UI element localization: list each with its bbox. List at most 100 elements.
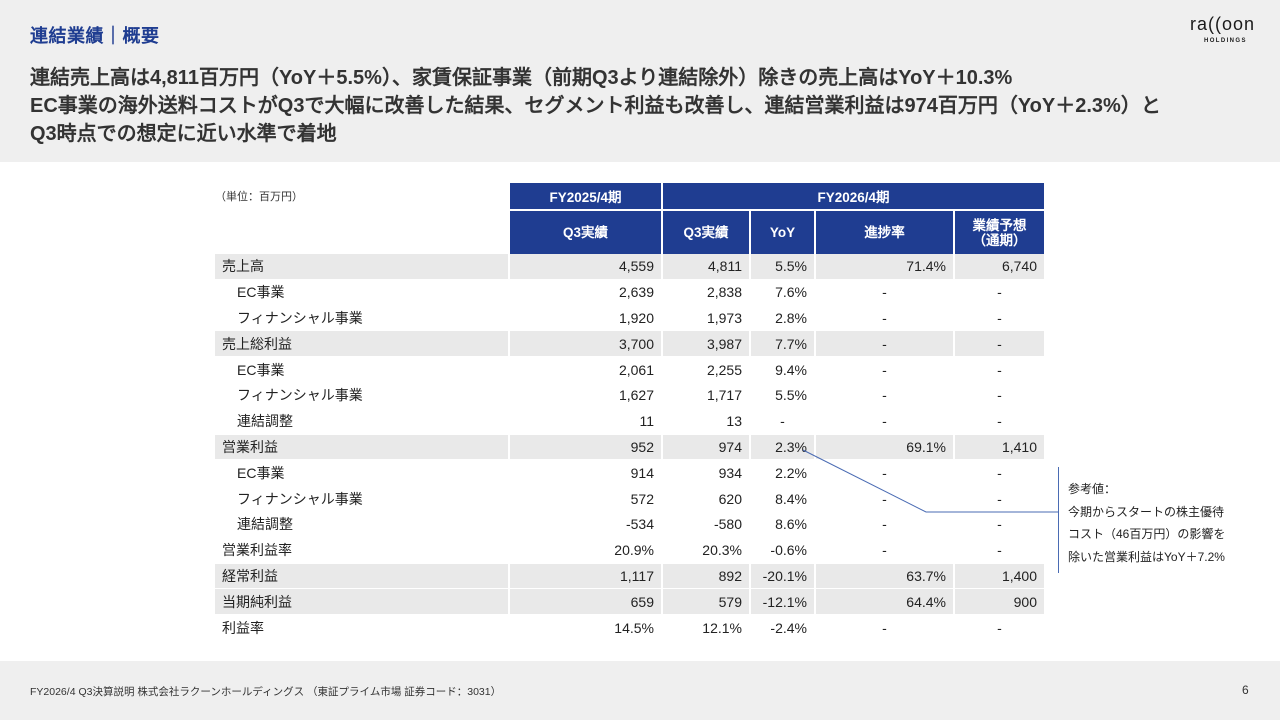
headline-line-3: Q3時点での想定に近い水準で着地 [30, 123, 337, 145]
cell-prev: 11 [508, 408, 661, 435]
header-blank-2 [215, 209, 508, 254]
cell-progress: - [814, 486, 953, 512]
cell-yoy: -0.6% [749, 537, 814, 564]
cell-progress: - [814, 615, 953, 641]
row-label: 連結調整 [215, 512, 508, 538]
cell-forecast: - [953, 537, 1044, 564]
col-forecast-line-2: （通期） [972, 232, 1027, 248]
cell-yoy: 2.2% [749, 460, 814, 487]
table-row: 営業利益率 20.9% 20.3% -0.6% - - [215, 537, 1044, 564]
row-label: 連結調整 [215, 409, 508, 435]
cell-curr: 579 [661, 589, 749, 616]
cell-prev: 914 [508, 460, 661, 487]
logo-text: ra((oon [1190, 14, 1256, 34]
cell-curr: 934 [661, 460, 749, 487]
logo-subtitle: HOLDINGS [1204, 38, 1247, 44]
table-row: 当期純利益 659 579 -12.1% 64.4% 900 [215, 589, 1044, 616]
cell-progress: 63.7% [814, 563, 953, 590]
cell-curr: -580 [661, 511, 749, 538]
row-label: 経常利益 [215, 563, 508, 590]
cell-forecast: - [953, 615, 1044, 641]
cell-progress: - [814, 305, 953, 332]
cell-prev: 4,559 [508, 254, 661, 280]
table-row: フィナンシャル事業 572 620 8.4% - - [215, 486, 1044, 512]
cell-yoy: 9.4% [749, 357, 814, 383]
row-label: フィナンシャル事業 [215, 306, 508, 332]
cell-prev: 659 [508, 589, 661, 616]
callout-line-2: 今期からスタートの株主優待 [1068, 504, 1225, 519]
callout-line-3: コスト（46百万円）の影響を [1068, 527, 1226, 541]
cell-prev: 3,700 [508, 331, 661, 358]
cell-prev: 1,920 [508, 305, 661, 332]
section-title: 連結業績｜概要 [30, 26, 160, 46]
row-label: EC事業 [215, 280, 508, 306]
cell-curr: 2,255 [661, 357, 749, 383]
cell-progress: - [814, 279, 953, 306]
table-row: フィナンシャル事業 1,627 1,717 5.5% - - [215, 382, 1044, 409]
cell-curr: 2,838 [661, 279, 749, 306]
callout-line-4: 除いた営業利益はYoY＋7.2% [1068, 549, 1225, 564]
row-label: EC事業 [215, 460, 508, 487]
col-curr-q3: Q3実績 [661, 209, 749, 254]
cell-yoy: 5.5% [749, 382, 814, 409]
row-label: EC事業 [215, 357, 508, 383]
cell-forecast: - [953, 279, 1044, 306]
callout-note: 参考値： 今期からスタートの株主優待 コスト（46百万円）の影響を 除いた営業利… [1068, 478, 1225, 568]
cell-forecast: - [953, 331, 1044, 358]
cell-prev: 572 [508, 486, 661, 512]
cell-forecast: - [953, 357, 1044, 383]
table-row: 利益率 14.5% 12.1% -2.4% - - [215, 615, 1044, 641]
row-label: 利益率 [215, 615, 508, 641]
cell-forecast: 1,400 [953, 563, 1044, 590]
cell-yoy: 7.7% [749, 331, 814, 358]
cell-yoy: 2.8% [749, 305, 814, 332]
cell-forecast: - [953, 486, 1044, 512]
table-row: フィナンシャル事業 1,920 1,973 2.8% - - [215, 305, 1044, 332]
cell-yoy: - [749, 408, 814, 435]
cell-prev: 1,117 [508, 563, 661, 590]
cell-forecast: - [953, 460, 1044, 487]
cell-progress: - [814, 511, 953, 538]
cell-curr: 12.1% [661, 615, 749, 641]
row-label: 売上総利益 [215, 331, 508, 358]
cell-prev: 2,061 [508, 357, 661, 383]
cell-prev: 20.9% [508, 537, 661, 564]
cell-curr: 20.3% [661, 537, 749, 564]
cell-curr: 974 [661, 434, 749, 461]
cell-yoy: -20.1% [749, 563, 814, 590]
callout-line-1: 参考値： [1068, 482, 1117, 496]
header-blank [215, 183, 508, 209]
cell-prev: 952 [508, 434, 661, 461]
row-label: 営業利益率 [215, 538, 508, 564]
cell-curr: 13 [661, 408, 749, 435]
cell-yoy: 8.6% [749, 511, 814, 538]
header-band [0, 0, 1280, 162]
cell-progress: - [814, 460, 953, 487]
table-row: EC事業 2,061 2,255 9.4% - - [215, 357, 1044, 383]
footer-band [0, 661, 1280, 720]
cell-yoy: 7.6% [749, 279, 814, 306]
col-progress: 進捗率 [814, 209, 953, 254]
callout-bar [1058, 467, 1059, 573]
row-label: 営業利益 [215, 434, 508, 461]
row-label: 売上高 [215, 254, 508, 280]
table-row: 売上総利益 3,700 3,987 7.7% - - [215, 331, 1044, 358]
cell-yoy: -12.1% [749, 589, 814, 616]
headline-line-1: 連結売上高は4,811百万円（YoY＋5.5%）、家賃保証事業（前期Q3より連結… [30, 67, 1013, 89]
cell-prev: 2,639 [508, 279, 661, 306]
table-row: 売上高 4,559 4,811 5.5% 71.4% 6,740 [215, 254, 1044, 280]
row-label: フィナンシャル事業 [215, 383, 508, 409]
unit-label: （単位：百万円） [215, 191, 303, 203]
row-label: フィナンシャル事業 [215, 486, 508, 512]
cell-curr: 620 [661, 486, 749, 512]
cell-prev: 14.5% [508, 615, 661, 641]
cell-progress: - [814, 382, 953, 409]
cell-yoy: 5.5% [749, 254, 814, 280]
cell-yoy: -2.4% [749, 615, 814, 641]
cell-progress: - [814, 537, 953, 564]
cell-forecast: 6,740 [953, 254, 1044, 280]
table-row: 営業利益 952 974 2.3% 69.1% 1,410 [215, 434, 1044, 461]
table-row: EC事業 2,639 2,838 7.6% - - [215, 279, 1044, 306]
cell-forecast: 900 [953, 589, 1044, 616]
cell-progress: 69.1% [814, 434, 953, 461]
